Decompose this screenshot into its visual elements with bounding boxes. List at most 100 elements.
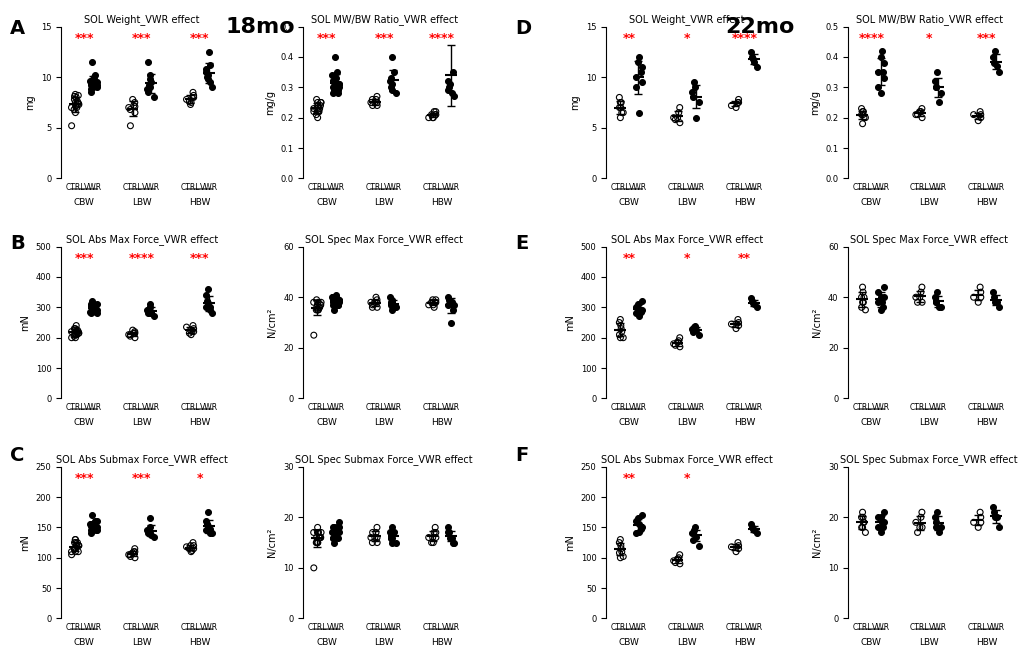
Point [440,292,457,303]
Point [200,521,216,531]
Point [142,522,158,533]
Point [972,512,988,523]
Point [67,547,84,557]
Y-axis label: N/cm²: N/cm² [812,528,821,557]
Point [204,82,220,92]
Title: SOL Abs Submax Force_VWR effect: SOL Abs Submax Force_VWR effect [600,454,772,466]
Text: ****: **** [128,252,155,265]
Point [67,332,84,343]
Point [664,555,681,566]
Point [70,327,87,337]
Point [330,522,346,533]
Point [369,532,385,543]
Point [198,302,214,313]
Point [126,97,143,108]
Point [728,323,744,334]
Point [87,301,103,311]
Point [610,92,627,102]
Point [875,507,892,517]
Y-axis label: mg: mg [570,94,580,110]
Text: *: * [683,32,690,45]
Point [424,112,440,123]
Text: F: F [515,446,528,465]
Point [82,307,98,317]
Point [684,87,700,98]
Point [82,76,98,86]
Point [70,98,87,109]
Text: CBW: CBW [316,198,336,207]
Text: CBW: CBW [73,418,95,427]
Point [88,70,104,80]
Point [872,527,889,538]
Y-axis label: N/cm²: N/cm² [267,528,277,557]
Point [633,522,649,533]
Point [124,547,141,558]
Point [854,297,870,308]
Text: ***: *** [374,32,393,45]
Point [425,299,441,310]
Point [369,537,385,548]
Point [308,109,324,120]
Point [125,100,142,111]
Point [746,525,762,536]
Text: **: ** [738,252,750,265]
Point [686,522,702,533]
Point [926,517,943,527]
Point [83,87,99,98]
Point [611,314,628,325]
Point [631,52,647,63]
Point [309,299,325,310]
Point [311,103,327,114]
Point [425,537,441,548]
Point [126,328,143,338]
Point [869,66,886,77]
Point [671,332,687,343]
Point [83,308,99,319]
Point [327,527,343,538]
Text: CBW: CBW [316,418,336,427]
Point [327,527,343,538]
Point [67,534,84,545]
Point [83,525,99,536]
Point [66,331,83,342]
Point [633,510,649,521]
Point [202,528,218,539]
Point [200,74,216,84]
Point [66,543,83,554]
Point [869,287,886,297]
Text: CBW: CBW [619,638,639,647]
Point [369,295,385,305]
Point [309,305,325,315]
Point [929,97,946,108]
Title: SOL MW/BW Ratio_VWR effect: SOL MW/BW Ratio_VWR effect [310,15,458,25]
Point [185,323,202,334]
Point [83,519,99,530]
Point [874,517,891,527]
Point [684,528,700,539]
Point [84,510,100,521]
Point [200,507,216,517]
Point [856,527,872,538]
Point [198,516,214,527]
Point [742,519,758,530]
Point [327,73,343,84]
Point [84,522,100,533]
Point [971,282,987,293]
Point [668,112,685,123]
Point [143,77,159,88]
Point [67,101,84,112]
Point [68,102,85,113]
Point [70,540,87,551]
Point [325,76,341,86]
Point [368,292,384,303]
Point [142,82,158,92]
Point [730,540,746,551]
Y-axis label: mN: mN [565,314,575,331]
Point [122,104,139,115]
Point [313,297,329,308]
Point [146,92,162,102]
Point [126,327,143,337]
Title: SOL Abs Max Force_VWR effect: SOL Abs Max Force_VWR effect [66,235,218,245]
Point [871,512,888,523]
Point [856,305,872,315]
